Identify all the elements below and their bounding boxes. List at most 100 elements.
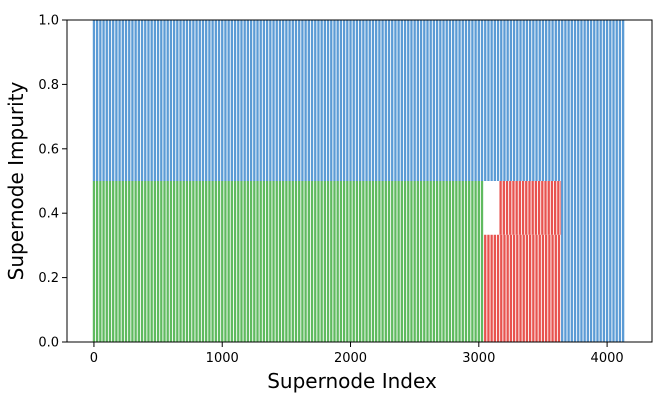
bar-segment bbox=[339, 20, 343, 181]
bar-segment bbox=[381, 181, 384, 342]
bar-segment bbox=[349, 181, 352, 342]
bar-segment bbox=[410, 20, 413, 181]
bar-segment bbox=[528, 20, 532, 181]
bar-segment bbox=[140, 20, 144, 181]
bar-segment bbox=[557, 181, 560, 235]
bar-segment bbox=[185, 20, 189, 181]
bar-segment bbox=[557, 234, 561, 342]
bar-segment bbox=[516, 20, 519, 181]
bar-segment bbox=[573, 20, 577, 181]
bar-segment bbox=[326, 20, 330, 181]
bar-segment bbox=[567, 181, 570, 342]
bar-segment bbox=[214, 181, 217, 342]
bar-segment bbox=[525, 234, 529, 342]
bar-segment bbox=[490, 234, 493, 342]
bar-segment bbox=[115, 181, 118, 342]
bar-segment bbox=[192, 181, 195, 342]
bar-segment bbox=[423, 20, 426, 181]
bar-segment bbox=[150, 181, 153, 342]
bar-segment bbox=[205, 181, 208, 342]
x-tick-label: 3000 bbox=[462, 351, 495, 366]
bar-segment bbox=[317, 20, 320, 181]
bar-segment bbox=[500, 20, 503, 181]
bar-segment bbox=[468, 20, 471, 181]
bar-segment bbox=[500, 234, 503, 342]
bar-segment bbox=[535, 234, 538, 342]
bar-segment bbox=[102, 181, 105, 342]
bar-segment bbox=[195, 20, 198, 181]
bar-segment bbox=[413, 20, 416, 181]
bar-segment bbox=[307, 181, 310, 342]
bar-segment bbox=[201, 20, 205, 181]
bar-segment bbox=[518, 181, 522, 235]
bar-segment bbox=[439, 181, 442, 342]
y-tick-label: 0.8 bbox=[38, 78, 59, 93]
bar-segment bbox=[275, 181, 278, 342]
bar-segment bbox=[112, 20, 115, 181]
bar-segment bbox=[198, 20, 201, 181]
bar-segment bbox=[381, 20, 384, 181]
bar-segment bbox=[105, 181, 108, 342]
bar-segment bbox=[516, 234, 519, 342]
bar-segment bbox=[448, 181, 452, 342]
bar-segment bbox=[224, 20, 227, 181]
bar-segment bbox=[288, 20, 291, 181]
bar-segment bbox=[570, 20, 573, 181]
bar-segment bbox=[362, 20, 365, 181]
bar-segment bbox=[118, 20, 121, 181]
bar-segment bbox=[397, 181, 400, 342]
bar-segment bbox=[233, 20, 237, 181]
bar-segment bbox=[160, 20, 163, 181]
bar-segment bbox=[532, 234, 535, 342]
bar-segment bbox=[506, 234, 509, 342]
bar-segment bbox=[522, 20, 525, 181]
bar-segment bbox=[407, 181, 410, 342]
bar-segment bbox=[304, 181, 307, 342]
x-axis-label: Supernode Index bbox=[267, 369, 437, 393]
bar-segment bbox=[301, 20, 304, 181]
bar-segment bbox=[192, 20, 195, 181]
bar-segment bbox=[269, 181, 272, 342]
bar-segment bbox=[150, 20, 153, 181]
bar-segment bbox=[464, 20, 468, 181]
bar-segment bbox=[445, 20, 448, 181]
bar-segment bbox=[403, 181, 407, 342]
bar-segment bbox=[387, 181, 391, 342]
bar-segment bbox=[416, 181, 420, 342]
bar-segment bbox=[371, 20, 375, 181]
bar-segment bbox=[272, 181, 275, 342]
bar-segment bbox=[528, 181, 531, 235]
bar-segment bbox=[153, 20, 157, 181]
bar-segment bbox=[95, 181, 99, 342]
bar-segment bbox=[458, 20, 461, 181]
bar-segment bbox=[452, 20, 455, 181]
bar-segment bbox=[544, 181, 547, 235]
bar-segment bbox=[521, 181, 525, 235]
bar-segment bbox=[230, 181, 234, 342]
bar-segment bbox=[567, 20, 570, 181]
bar-segment bbox=[553, 181, 557, 235]
bar-segment bbox=[358, 20, 362, 181]
bar-segment bbox=[525, 181, 528, 235]
bar-segment bbox=[512, 234, 516, 342]
bar-segment bbox=[330, 20, 333, 181]
bar-segment bbox=[589, 20, 593, 181]
bar-segment bbox=[509, 234, 513, 342]
bar-segment bbox=[596, 181, 599, 342]
bar-segment bbox=[474, 20, 477, 181]
bar-segment bbox=[320, 20, 323, 181]
bar-segment bbox=[189, 181, 192, 342]
bar-segment bbox=[227, 181, 230, 342]
bar-segment bbox=[538, 234, 541, 342]
bar-segment bbox=[282, 181, 285, 342]
bar-segment bbox=[349, 20, 352, 181]
bar-segment bbox=[227, 20, 230, 181]
bar-segment bbox=[256, 20, 259, 181]
bar-segment bbox=[291, 20, 294, 181]
bar-segment bbox=[487, 20, 490, 181]
bar-segment bbox=[515, 181, 518, 235]
bar-segment bbox=[593, 20, 596, 181]
bar-segment bbox=[435, 181, 439, 342]
x-tick-label: 4000 bbox=[591, 351, 624, 366]
bar-segment bbox=[522, 234, 525, 342]
